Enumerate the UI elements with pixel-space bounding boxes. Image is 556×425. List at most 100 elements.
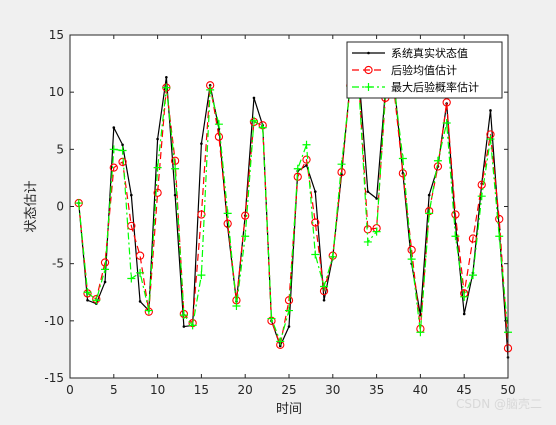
series-2-point-3 [101, 265, 110, 274]
y-tick-label-1: -10 [44, 314, 64, 328]
x-tick-label-6: 30 [325, 383, 340, 397]
series-1-point-9 [153, 188, 162, 197]
series-2-point-48 [495, 232, 504, 241]
series-0-point-44 [462, 312, 466, 316]
series-0-point-47 [489, 109, 492, 112]
series-0-point-7 [138, 300, 142, 303]
series-2-point-1 [83, 288, 92, 297]
x-tick-label-8: 40 [413, 383, 428, 397]
tick-layer: 0 5 10 15 20 25 30 35 40 45 50 -15 -10 -5 0 5 10 15 [44, 28, 515, 397]
series-0-point-5 [121, 143, 124, 147]
series-0-point-14 [200, 142, 203, 145]
series-0-point-3 [103, 280, 107, 284]
series-1-point-19 [241, 211, 250, 220]
series-2-point-26 [302, 140, 311, 149]
y-tick-label-4: 5 [56, 142, 64, 156]
series-2-point-10 [162, 83, 171, 92]
series-1-point-6 [127, 221, 136, 231]
series-2-point-29 [328, 252, 337, 261]
series-2-point-7 [136, 268, 145, 277]
series-1-point-43 [451, 210, 460, 219]
series-0-point-20 [252, 96, 256, 100]
legend-box [346, 41, 503, 99]
series-2-point-42 [442, 119, 451, 128]
series-2-point-43 [451, 232, 460, 241]
series-2-point-4 [109, 145, 118, 154]
x-tick-label-9: 45 [457, 383, 472, 397]
series-2-point-39 [416, 328, 425, 337]
series-2-point-40 [425, 209, 434, 218]
y-tick-label-2: -5 [52, 257, 64, 271]
x-tick-label-0: 0 [66, 383, 74, 397]
series-2-point-38 [407, 255, 416, 264]
legend-label-2: 最大后验概率估计 [391, 80, 479, 94]
legend-label-0: 系统真实状态值 [391, 46, 468, 60]
series-2-point-46 [477, 192, 486, 201]
series-0-point-11 [173, 193, 177, 197]
series-0-point-4 [112, 126, 116, 129]
series-2-point-14 [197, 271, 206, 280]
legend-label-1: 后验均值估计 [391, 63, 457, 77]
series-2-point-33 [363, 237, 372, 246]
x-tick-label-3: 15 [194, 383, 209, 397]
series-2-point-25 [293, 164, 302, 173]
series-2-point-15 [206, 85, 215, 94]
y-tick-label-0: -15 [44, 371, 64, 385]
series-2-point-21 [258, 123, 267, 132]
series-1-point-7 [135, 251, 145, 260]
x-tick-label-2: 10 [150, 383, 165, 397]
series-0-point-10 [165, 76, 168, 79]
series-0-point-40 [427, 193, 431, 197]
y-axis-label: 状态估计 [24, 180, 39, 232]
series-0-point-27 [313, 190, 317, 193]
series-0-point-24 [287, 325, 291, 328]
y-tick-label-5: 10 [49, 85, 64, 99]
watermark: CSDN @脑壳二 [456, 397, 542, 411]
series-0-point-12 [182, 325, 186, 328]
legend-entry-1: 后验均值估计 [352, 63, 457, 77]
series-2-point-17 [223, 209, 232, 218]
x-tick-label-4: 20 [238, 383, 253, 397]
series-2-point-34 [372, 227, 381, 236]
legend-entry-2: 最大后验概率估计 [352, 80, 479, 94]
series-0-point-28 [322, 298, 326, 302]
series-legend-0-point-0 [367, 51, 370, 55]
series-2-point-47 [486, 135, 495, 144]
series-2-point-30 [337, 160, 346, 169]
series-2-point-16 [214, 120, 223, 129]
series-2-point-28 [320, 282, 329, 291]
series-2-point-44 [460, 292, 469, 301]
series-2-point-5 [118, 146, 127, 155]
series-2-point-9 [153, 163, 162, 172]
series-1-point-37 [398, 169, 408, 178]
series-2-point-45 [468, 271, 477, 280]
x-tick-label-1: 5 [110, 383, 118, 397]
series-1-point-25 [293, 172, 302, 181]
x-tick-label-10: 50 [500, 383, 515, 397]
series-1-point-46 [477, 180, 486, 189]
series-1-point-42 [442, 98, 451, 107]
series-2-point-37 [398, 154, 407, 163]
series-2-point-20 [249, 116, 258, 125]
x-tick-label-7: 35 [369, 383, 384, 397]
series-2-point-41 [433, 156, 442, 165]
series-2-point-27 [311, 250, 320, 259]
series-1-point-4 [109, 163, 118, 172]
series-1-point-14 [197, 210, 206, 219]
series-2-point-12 [179, 311, 188, 320]
series-2-point-18 [232, 301, 241, 310]
series-2-point-6 [127, 274, 136, 283]
series-2-point-22 [267, 314, 276, 323]
series-1-point-17 [223, 219, 232, 228]
x-tick-label-5: 25 [281, 383, 296, 397]
legend-entry-0: 系统真实状态值 [352, 46, 468, 60]
series-0-point-23 [278, 344, 282, 348]
series-0-point-33 [366, 190, 370, 193]
series-2-point-13 [188, 321, 197, 330]
series-2-point-8 [144, 306, 153, 315]
series-0-point-9 [156, 137, 159, 141]
series-2-point-23 [276, 337, 285, 346]
y-tick-label-3: 0 [56, 200, 64, 214]
